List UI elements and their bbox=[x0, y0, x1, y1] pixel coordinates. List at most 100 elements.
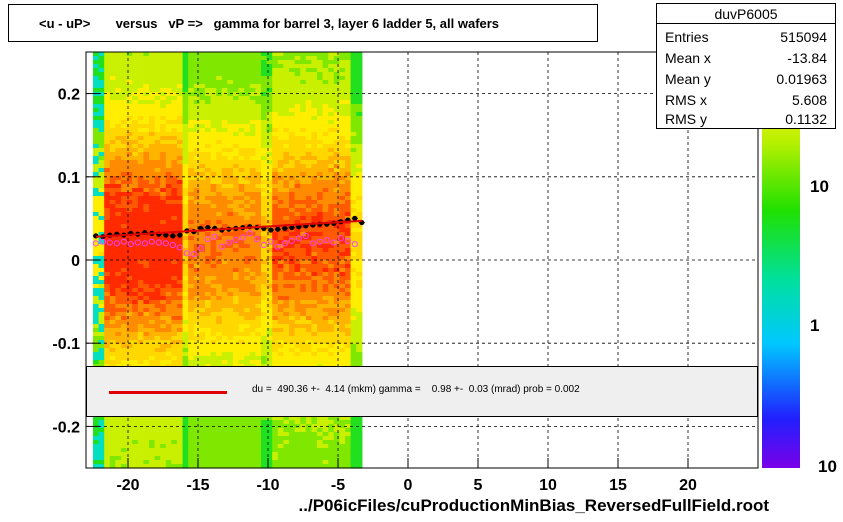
heatmap-cell bbox=[109, 124, 116, 129]
heatmap-cell bbox=[328, 416, 335, 421]
heatmap-cell bbox=[115, 72, 122, 77]
heatmap-cell bbox=[339, 72, 346, 77]
heatmap-cell bbox=[109, 184, 116, 189]
heatmap-cell bbox=[171, 440, 178, 445]
heatmap-cell bbox=[121, 96, 128, 101]
heatmap-cell bbox=[149, 92, 156, 97]
heatmap-cell bbox=[104, 52, 111, 57]
heatmap-cell bbox=[356, 420, 363, 425]
heatmap-cell bbox=[289, 72, 296, 77]
heatmap-cell bbox=[311, 188, 318, 193]
heatmap-cell bbox=[277, 236, 284, 241]
heatmap-cell bbox=[255, 300, 262, 305]
heatmap-cell bbox=[277, 232, 284, 237]
heatmap-cell bbox=[227, 300, 234, 305]
heatmap-cell bbox=[210, 452, 217, 457]
heatmap-cell bbox=[350, 276, 357, 281]
heatmap-cell bbox=[255, 184, 262, 189]
heatmap-cell bbox=[171, 460, 178, 465]
heatmap-cell bbox=[244, 84, 251, 89]
heatmap-cell bbox=[227, 120, 234, 125]
heatmap-cell bbox=[339, 416, 346, 421]
heatmap-cell bbox=[289, 340, 296, 345]
heatmap-cell bbox=[193, 260, 200, 265]
heatmap-cell bbox=[328, 64, 335, 69]
heatmap-cell bbox=[261, 452, 268, 457]
heatmap-cell bbox=[311, 160, 318, 165]
heatmap-cell bbox=[266, 300, 273, 305]
heatmap-cell bbox=[266, 100, 273, 105]
heatmap-cell bbox=[149, 448, 156, 453]
heatmap-cell bbox=[154, 300, 161, 305]
heatmap-cell bbox=[132, 264, 139, 269]
heatmap-cell bbox=[205, 64, 212, 69]
heatmap-cell bbox=[277, 432, 284, 437]
heatmap-cell bbox=[137, 104, 144, 109]
heatmap-cell bbox=[154, 128, 161, 133]
heatmap-cell bbox=[221, 240, 228, 245]
heatmap-cell bbox=[165, 456, 172, 461]
heatmap-cell bbox=[216, 436, 223, 441]
heatmap-cell bbox=[104, 296, 111, 301]
heatmap-cell bbox=[98, 316, 105, 321]
heatmap-cell bbox=[199, 316, 206, 321]
heatmap-cell bbox=[182, 188, 189, 193]
heatmap-cell bbox=[98, 336, 105, 341]
heatmap-cell bbox=[171, 120, 178, 125]
heatmap-cell bbox=[115, 340, 122, 345]
heatmap-cell bbox=[93, 248, 100, 253]
heatmap-cell bbox=[182, 324, 189, 329]
heatmap-cell bbox=[350, 256, 357, 261]
heatmap-cell bbox=[277, 88, 284, 93]
heatmap-cell bbox=[115, 76, 122, 81]
heatmap-cell bbox=[249, 448, 256, 453]
heatmap-cell bbox=[277, 268, 284, 273]
heatmap-cell bbox=[154, 320, 161, 325]
heatmap-cell bbox=[205, 200, 212, 205]
heatmap-cell bbox=[182, 72, 189, 77]
heatmap-cell bbox=[210, 184, 217, 189]
heatmap-cell bbox=[277, 264, 284, 269]
heatmap-cell bbox=[154, 240, 161, 245]
heatmap-cell bbox=[345, 288, 352, 293]
heatmap-cell bbox=[205, 332, 212, 337]
heatmap-cell bbox=[305, 252, 312, 257]
heatmap-cell bbox=[177, 436, 184, 441]
heatmap-cell bbox=[249, 88, 256, 93]
heatmap-cell bbox=[193, 248, 200, 253]
heatmap-cell bbox=[238, 204, 245, 209]
heatmap-cell bbox=[283, 220, 290, 225]
heatmap-cell bbox=[322, 292, 329, 297]
heatmap-cell bbox=[272, 132, 279, 137]
heatmap-cell bbox=[216, 160, 223, 165]
heatmap-cell bbox=[238, 268, 245, 273]
heatmap-cell bbox=[339, 436, 346, 441]
heatmap-cell bbox=[132, 328, 139, 333]
heatmap-cell bbox=[205, 348, 212, 353]
heatmap-cell bbox=[188, 336, 195, 341]
heatmap-cell bbox=[109, 336, 116, 341]
heatmap-cell bbox=[294, 428, 301, 433]
heatmap-cell bbox=[345, 196, 352, 201]
heatmap-cell bbox=[205, 256, 212, 261]
heatmap-cell bbox=[333, 60, 340, 65]
heatmap-cell bbox=[305, 284, 312, 289]
heatmap-cell bbox=[93, 156, 100, 161]
heatmap-cell bbox=[132, 340, 139, 345]
heatmap-cell bbox=[143, 320, 150, 325]
heatmap-cell bbox=[317, 236, 324, 241]
heatmap-cell bbox=[177, 292, 184, 297]
heatmap-cell bbox=[132, 352, 139, 357]
heatmap-cell bbox=[104, 444, 111, 449]
heatmap-cell bbox=[188, 464, 195, 469]
heatmap-cell bbox=[160, 288, 167, 293]
heatmap-cell bbox=[216, 68, 223, 73]
heatmap-cell bbox=[350, 464, 357, 469]
heatmap-cell bbox=[115, 104, 122, 109]
heatmap-cell bbox=[339, 328, 346, 333]
heatmap-cell bbox=[109, 300, 116, 305]
heatmap-cell bbox=[333, 292, 340, 297]
heatmap-cell bbox=[171, 352, 178, 357]
heatmap-cell bbox=[149, 360, 156, 365]
heatmap-cell bbox=[244, 296, 251, 301]
